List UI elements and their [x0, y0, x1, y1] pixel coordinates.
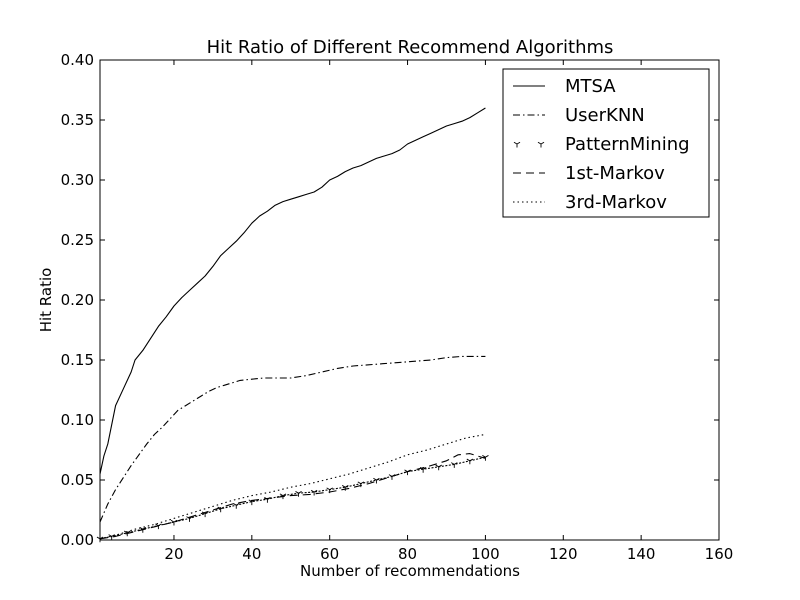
legend-label-mtsa: MTSA — [565, 76, 616, 97]
series-line-3rd-markov — [99, 433, 486, 540]
series-marker-patternmining — [466, 458, 474, 465]
y-tick-label: 0.10 — [61, 411, 94, 429]
y-tick-label: 0.30 — [61, 171, 94, 189]
series-marker-patternmining — [373, 477, 380, 484]
x-tick-label: 100 — [471, 545, 500, 563]
axes: 20 40 60 80 100 120 140 160 0.00 0.05 0.10 0.15 0.20… — [61, 51, 734, 563]
series-marker-patternmining — [451, 462, 458, 468]
series-marker-patternmining — [232, 503, 240, 509]
legend-label-3rd-markov: 3rd-Markov — [565, 192, 667, 213]
series-marker-patternmining — [295, 491, 302, 497]
y-tick-label: 0.20 — [61, 291, 94, 309]
series-line-userknn — [99, 355, 486, 523]
x-tick-label: 20 — [164, 545, 183, 563]
legend-box — [502, 68, 710, 218]
series-marker-patternmining — [482, 455, 489, 461]
series-marker-patternmining — [310, 489, 318, 496]
y-tick-label: 0.00 — [61, 531, 94, 549]
y-tick-label: 0.40 — [61, 51, 94, 69]
x-tick-label: 140 — [627, 545, 656, 563]
x-tick-label: 80 — [398, 545, 417, 563]
chart-title: Hit Ratio of Different Recommend Algorit… — [207, 37, 614, 58]
x-axis-label: Number of recommendations — [300, 562, 520, 580]
legend-marker-patternmining — [537, 141, 545, 148]
series-marker-patternmining — [170, 519, 178, 526]
legend-label-patternmining: PatternMining — [565, 134, 690, 155]
plot-area — [96, 107, 489, 543]
legend-marker-patternmining — [513, 141, 521, 148]
series-line-1st-markov — [99, 453, 486, 540]
series-line-mtsa — [99, 107, 486, 475]
x-tick-label: 40 — [242, 545, 261, 563]
legend-label-userknn: UserKNN — [565, 105, 645, 126]
legend: MTSA UserKNN PatternMining 1st-Markov 3rd-Ma… — [502, 68, 710, 218]
series-line-patternmining — [99, 456, 486, 540]
x-tick-label: 120 — [549, 545, 578, 563]
x-tick-label: 60 — [320, 545, 339, 563]
y-tick-label: 0.25 — [61, 231, 94, 249]
y-tick-label: 0.05 — [61, 471, 94, 489]
y-tick-label: 0.35 — [61, 111, 94, 129]
series-marker-patternmining — [435, 464, 442, 471]
x-tick-label: 160 — [705, 545, 734, 563]
legend-label-1st-markov: 1st-Markov — [565, 163, 665, 184]
y-axis-label: Hit Ratio — [37, 268, 55, 333]
y-tick-label: 0.15 — [61, 351, 94, 369]
